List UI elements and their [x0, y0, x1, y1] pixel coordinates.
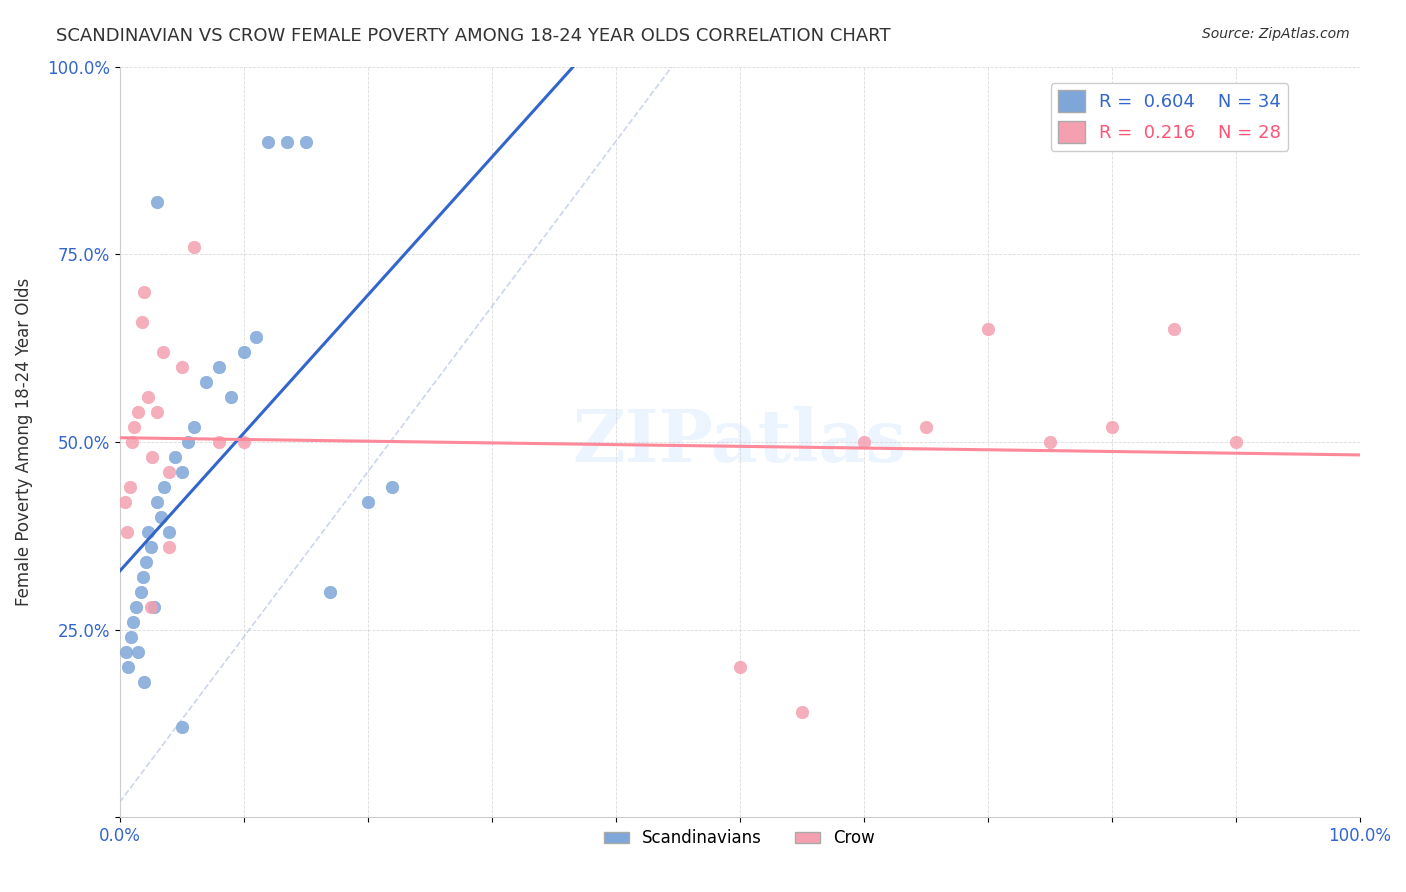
Point [170, 359, 193, 374]
Point [134, 285, 156, 299]
Legend: Scandinavians, Crow: Scandinavians, Crow [598, 822, 882, 854]
Point [146, 495, 169, 509]
Point [125, 600, 148, 615]
Point [153, 480, 176, 494]
Point [1225, 434, 1247, 449]
Point [146, 405, 169, 419]
Point [356, 495, 378, 509]
Point [170, 720, 193, 734]
Point [208, 434, 231, 449]
Point [1163, 322, 1185, 336]
Point [852, 434, 875, 449]
Point [183, 420, 205, 434]
Point [177, 434, 200, 449]
Point [118, 480, 141, 494]
Point [219, 390, 242, 404]
Point [127, 645, 149, 659]
Point [276, 135, 298, 149]
Point [245, 330, 267, 344]
Point [157, 524, 180, 539]
Text: Source: ZipAtlas.com: Source: ZipAtlas.com [1202, 27, 1350, 41]
Point [381, 480, 404, 494]
Text: ZIPatlas: ZIPatlas [572, 407, 907, 477]
Point [728, 660, 751, 674]
Point [122, 615, 145, 629]
Point [124, 420, 146, 434]
Point [157, 540, 180, 554]
Point [115, 524, 138, 539]
Point [136, 390, 159, 404]
Point [232, 344, 254, 359]
Point [135, 555, 157, 569]
Point [319, 585, 342, 599]
Point [170, 465, 193, 479]
Point [117, 660, 139, 674]
Point [294, 135, 316, 149]
Point [139, 540, 162, 554]
Point [114, 645, 136, 659]
Point [914, 420, 936, 434]
Point [1038, 434, 1060, 449]
Point [152, 344, 174, 359]
Point [165, 450, 187, 464]
Point [134, 675, 156, 690]
Point [143, 600, 166, 615]
Point [149, 510, 172, 524]
Point [121, 434, 143, 449]
Text: SCANDINAVIAN VS CROW FEMALE POVERTY AMONG 18-24 YEAR OLDS CORRELATION CHART: SCANDINAVIAN VS CROW FEMALE POVERTY AMON… [56, 27, 891, 45]
Point [790, 705, 813, 719]
Point [136, 524, 159, 539]
Point [183, 240, 205, 254]
Point [976, 322, 998, 336]
Point [131, 315, 153, 329]
Point [120, 630, 142, 644]
Point [114, 495, 136, 509]
Point [257, 135, 280, 149]
Point [232, 434, 254, 449]
Point [127, 405, 149, 419]
Point [1101, 420, 1123, 434]
Point [141, 450, 163, 464]
Point [195, 375, 218, 389]
Point [139, 600, 162, 615]
Point [208, 359, 231, 374]
Point [157, 465, 180, 479]
Y-axis label: Female Poverty Among 18-24 Year Olds: Female Poverty Among 18-24 Year Olds [15, 277, 32, 606]
Point [132, 570, 155, 584]
Point [129, 585, 152, 599]
Point [146, 194, 169, 209]
